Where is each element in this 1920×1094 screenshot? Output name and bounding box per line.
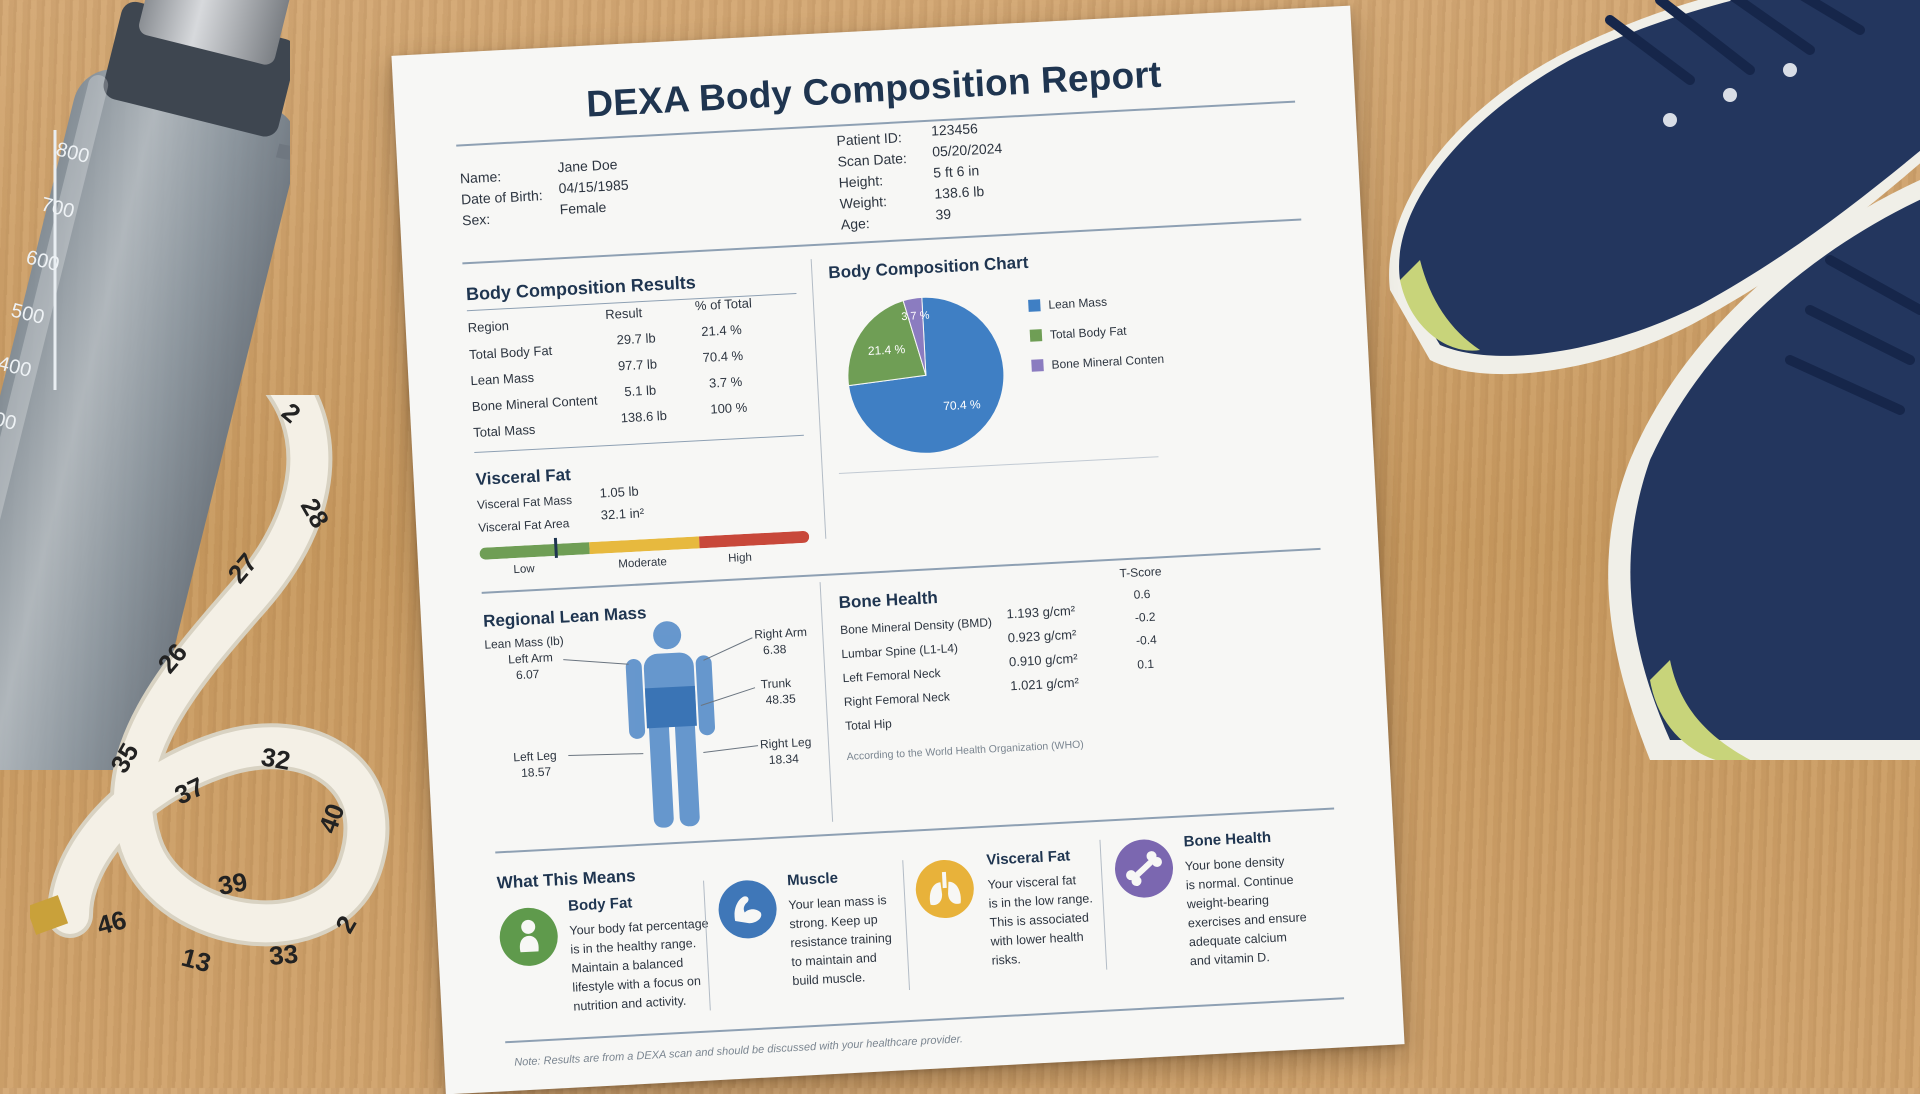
meaning-card-muscle: Muscle Your lean mass is strong. Keep up… bbox=[391, 6, 1350, 988]
bone-value: 0.910 g/cm² bbox=[1008, 650, 1078, 670]
card-title: Body Fat bbox=[567, 894, 633, 915]
bone-site: Right Femoral Neck bbox=[843, 689, 951, 710]
tape-number: 39 bbox=[216, 866, 250, 901]
right-leg-value: 18.34 bbox=[768, 751, 800, 768]
patient-id-label: Patient ID: bbox=[836, 129, 903, 149]
card-text: Your lean mass is strong. Keep up resist… bbox=[788, 891, 894, 991]
card-title: Muscle bbox=[786, 869, 839, 890]
regional-callout-lines bbox=[563, 637, 759, 757]
age-label: Age: bbox=[840, 215, 871, 233]
patient-id-value: 123456 bbox=[930, 120, 979, 139]
muscle-icon bbox=[717, 878, 779, 940]
bone-t-score: 0.1 bbox=[1136, 656, 1155, 672]
bone-site: Left Femoral Neck bbox=[842, 665, 941, 686]
who-note: According to the World Health Organizati… bbox=[846, 738, 1085, 763]
left-arm-value: 6.07 bbox=[515, 666, 540, 683]
chart-legend: Lean Mass Total Body Fat Bone Mineral Co… bbox=[1028, 295, 1168, 372]
t-score-header: T-Score bbox=[1119, 564, 1162, 581]
card-text: Your body fat percentage is in the healt… bbox=[569, 914, 713, 1016]
pie-data-label: 70.4 % bbox=[943, 397, 981, 413]
weight-value: 138.6 lb bbox=[933, 183, 985, 202]
bone-health-title: Bone Health bbox=[838, 587, 939, 613]
water-bottle: 800 700 600 500 400 300 bbox=[0, 0, 290, 770]
tape-number: 13 bbox=[178, 942, 214, 978]
bone-t-score: 0.6 bbox=[1133, 586, 1151, 602]
height-label: Height: bbox=[838, 172, 884, 191]
pie-data-label: 21.4 % bbox=[867, 342, 905, 358]
sneaker-bottom bbox=[1608, 180, 1920, 760]
bottle-mark-300: 300 bbox=[0, 406, 18, 435]
tape-number: 32 bbox=[259, 741, 293, 776]
card-separator bbox=[902, 860, 911, 991]
tape-number: 33 bbox=[268, 939, 299, 971]
height-value: 5 ft 6 in bbox=[932, 162, 980, 181]
measuring-tape: 2 28 27 26 35 32 37 40 39 46 13 33 2 bbox=[30, 395, 390, 978]
card-line: build muscle. bbox=[792, 970, 866, 989]
left-arm-label: Left Arm bbox=[507, 650, 554, 667]
meaning-card-body-fat: Body Fat Your body fat percentage is in … bbox=[391, 6, 1350, 1014]
legend-swatch-bone bbox=[1031, 359, 1044, 372]
card-title: Bone Health bbox=[1183, 828, 1272, 851]
right-leg-label: Right Leg bbox=[759, 734, 812, 752]
trunk-value: 48.35 bbox=[765, 691, 797, 708]
lungs-icon bbox=[914, 858, 976, 920]
legend-swatch-fat bbox=[1029, 329, 1043, 342]
meaning-card-visceral-fat: Visceral Fat Your visceral fat is in the… bbox=[391, 6, 1350, 968]
what-this-means-title: What This Means bbox=[496, 866, 637, 893]
right-arm-value: 6.38 bbox=[762, 641, 787, 658]
human-body-figure bbox=[625, 621, 716, 828]
scan-date-value: 05/20/2024 bbox=[931, 140, 1003, 160]
bone-t-score: -0.4 bbox=[1135, 632, 1158, 648]
legend-label-lean: Lean Mass bbox=[1048, 295, 1107, 312]
bone-site: Lumbar Spine (L1-L4) bbox=[841, 641, 959, 662]
bone-value: 1.021 g/cm² bbox=[1009, 674, 1080, 694]
card-title: Visceral Fat bbox=[985, 847, 1071, 869]
legend-label-bone: Bone Mineral Content bbox=[1051, 352, 1168, 372]
right-arm-label: Right Arm bbox=[753, 624, 808, 642]
bone-icon bbox=[1113, 838, 1175, 900]
trunk-label: Trunk bbox=[760, 675, 792, 692]
bone-value: 0.923 g/cm² bbox=[1007, 626, 1077, 646]
pie-data-label: 3.7 % bbox=[901, 310, 930, 323]
body-fat-icon bbox=[498, 906, 560, 968]
dexa-report-sheet: DEXA Body Composition Report Name: Jane … bbox=[391, 5, 1405, 1094]
legend-swatch-lean bbox=[1028, 299, 1041, 312]
bone-site: Bone Mineral Density (BMD) bbox=[839, 615, 993, 638]
tape-number: 46 bbox=[94, 904, 130, 940]
pie-slice-body-fat bbox=[847, 300, 927, 387]
card-text: Your bone density is normal. Continue we… bbox=[1184, 851, 1309, 971]
age-value: 39 bbox=[935, 205, 952, 223]
scan-date-label: Scan Date: bbox=[837, 150, 908, 170]
legend-label-fat: Total Body Fat bbox=[1050, 324, 1128, 342]
weight-label: Weight: bbox=[839, 193, 888, 212]
meaning-card-bone-health: Bone Health Your bone density is normal.… bbox=[391, 6, 1350, 968]
sneaker-top bbox=[1389, 0, 1920, 375]
bone-site: Total Hip bbox=[844, 716, 893, 733]
bone-value: 1.193 g/cm² bbox=[1006, 602, 1076, 622]
card-line: risks. bbox=[991, 952, 1022, 968]
bone-t-score: -0.2 bbox=[1134, 609, 1156, 625]
card-separator bbox=[1099, 839, 1108, 970]
body-composition-pie-chart: 70.4 % 21.4 % 3.7 % Lean Mass Total Body F… bbox=[847, 295, 1168, 454]
pie-slice-bone-mineral bbox=[902, 296, 927, 376]
left-leg-label: Left Leg bbox=[512, 748, 558, 765]
left-leg-value: 18.57 bbox=[520, 764, 552, 781]
card-text: Your visceral fat is in the low range. T… bbox=[987, 870, 1096, 970]
